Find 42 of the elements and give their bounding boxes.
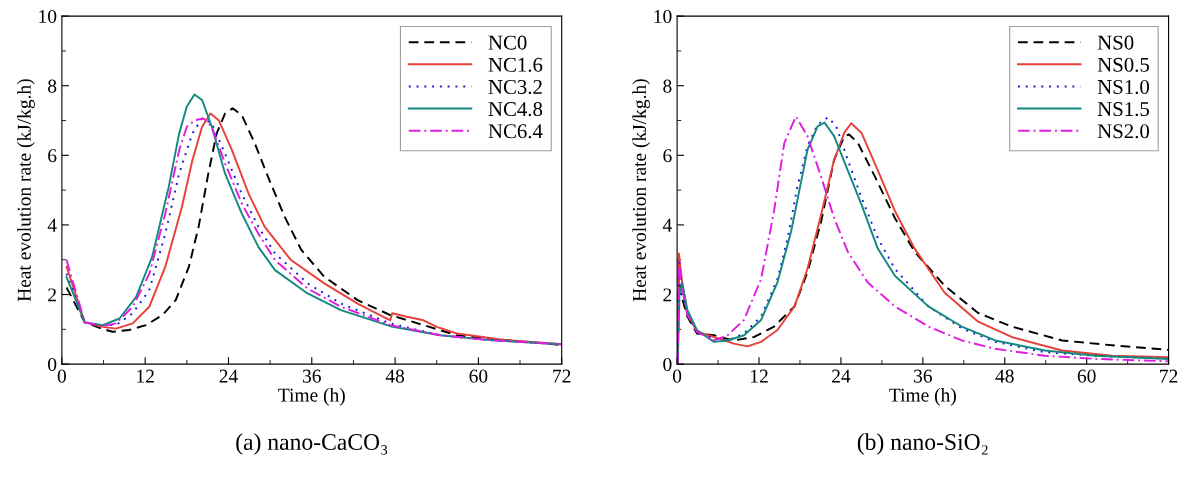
y-tick-label: 6 (48, 149, 57, 163)
legend-label: NS1.0 (1097, 79, 1150, 95)
x-tick-label: 60 (469, 369, 488, 383)
y-tick-label: 10 (39, 9, 57, 24)
y-tick-label: 4 (47, 218, 57, 232)
legend-label: NC4.8 (488, 102, 543, 117)
y-tick-label: 8 (663, 79, 672, 93)
x-tick-label: 24 (219, 369, 238, 383)
y-tick-label: 0 (663, 357, 672, 372)
y-tick-label: 2 (663, 288, 672, 302)
legend-label: NS1.5 (1097, 102, 1150, 117)
y-axis-title: Heat evolution rate (kJ/kg.h) (632, 79, 651, 302)
legend-label: NC0 (488, 35, 527, 50)
y-tick-label: 4 (662, 218, 672, 232)
x-tick-label: 72 (1160, 369, 1178, 383)
x-tick-label: 48 (995, 369, 1014, 383)
legend-label: NS0.5 (1097, 57, 1150, 72)
legend-label: NC1.6 (488, 57, 543, 72)
x-tick-label: 72 (553, 369, 571, 383)
x-tick-label: 48 (385, 369, 405, 383)
x-tick-label: 12 (137, 369, 154, 383)
x-tick-label: 12 (751, 369, 768, 383)
legend-label: NC3.2 (488, 79, 542, 95)
x-tick-label: 0 (57, 369, 66, 383)
y-axis-title: Heat evolution rate (kJ/kg.h) (17, 79, 35, 302)
legend-label: NS2.0 (1097, 124, 1150, 139)
legend-label: NC6.4 (488, 124, 543, 139)
y-tick-label: 8 (48, 79, 57, 93)
y-tick-label: 6 (663, 149, 672, 163)
x-axis-title: Time (h) (889, 388, 956, 406)
x-tick-label: 24 (832, 369, 851, 383)
x-tick-label: 60 (1077, 369, 1096, 383)
legend-label: NS0 (1097, 35, 1134, 50)
x-axis-title: Time (h) (278, 388, 345, 406)
y-tick-label: 2 (48, 288, 56, 302)
y-tick-label: 10 (654, 9, 672, 24)
x-tick-label: 36 (302, 369, 321, 383)
y-tick-label: 0 (48, 357, 57, 372)
text: (a) nano-CaCO₃ (236, 433, 388, 455)
x-tick-label: 0 (672, 369, 682, 383)
text: (b) nano-SiO₂ (857, 433, 988, 455)
x-tick-label: 36 (914, 369, 932, 383)
